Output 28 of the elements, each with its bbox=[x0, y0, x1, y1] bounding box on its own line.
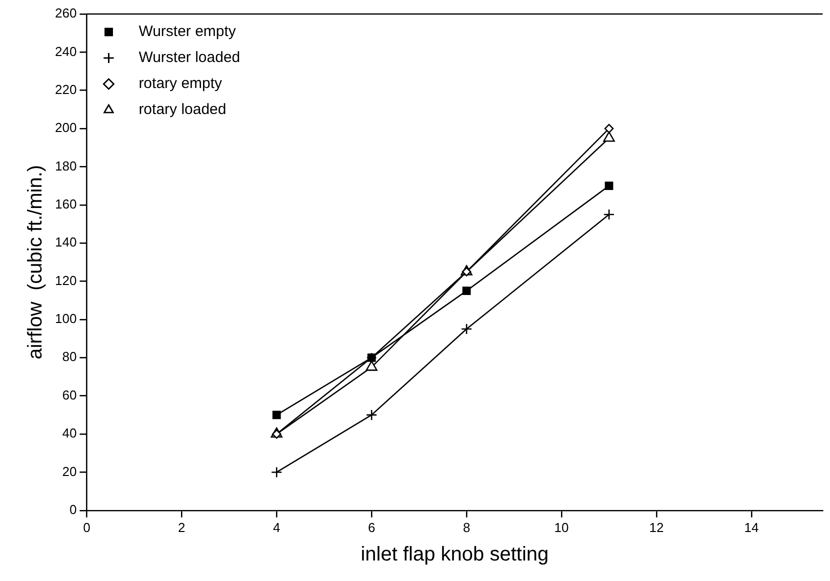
y-tick-label: 200 bbox=[54, 120, 77, 136]
y-axis-title: airflow (cubic ft./min.) bbox=[24, 164, 47, 360]
y-tick-label: 80 bbox=[62, 349, 77, 364]
y-tick-label: 100 bbox=[54, 311, 77, 326]
x-axis-title: inlet flap knob setting bbox=[360, 544, 549, 566]
y-tick-label: 120 bbox=[54, 272, 77, 288]
y-tick-label: 160 bbox=[54, 196, 77, 212]
legend-label: rotary loaded bbox=[138, 101, 226, 118]
legend-label: Wurster empty bbox=[138, 23, 236, 40]
y-tick-label: 180 bbox=[54, 158, 77, 174]
y-tick-label: 220 bbox=[54, 82, 77, 97]
legend-label: Wurster loaded bbox=[138, 49, 240, 66]
x-tick-label: 10 bbox=[554, 520, 569, 535]
x-tick-label: 12 bbox=[649, 520, 664, 535]
x-tick-label: 6 bbox=[368, 520, 376, 535]
y-tick-label: 20 bbox=[62, 464, 77, 479]
y-tick-label: 140 bbox=[54, 234, 77, 250]
x-tick-label: 0 bbox=[83, 520, 90, 535]
y-tick-label: 240 bbox=[54, 44, 77, 59]
x-tick-label: 4 bbox=[273, 520, 280, 535]
y-tick-label: 0 bbox=[69, 502, 77, 517]
x-tick-label: 2 bbox=[178, 520, 186, 535]
x-tick-label: 8 bbox=[462, 520, 470, 535]
legend-label: rotary empty bbox=[138, 75, 223, 92]
x-tick-label: 14 bbox=[744, 520, 759, 535]
y-tick-label: 260 bbox=[54, 6, 77, 21]
y-tick-label: 40 bbox=[62, 426, 77, 441]
y-tick-label: 60 bbox=[62, 387, 77, 402]
